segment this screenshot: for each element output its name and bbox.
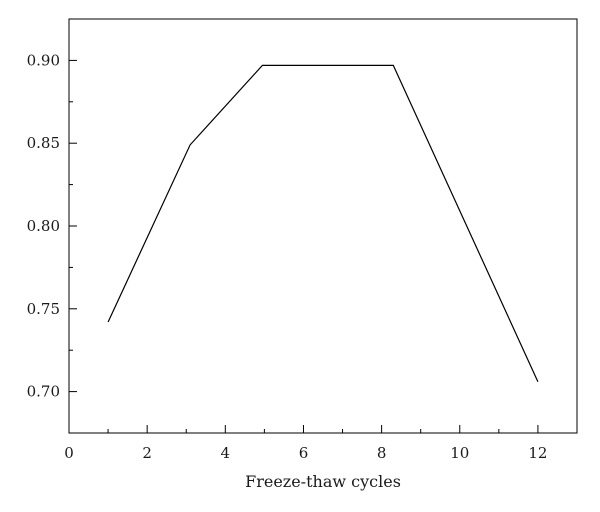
plot-frame	[68, 18, 578, 434]
series-line	[107, 64, 539, 382]
x-tick-label: 2	[142, 444, 152, 462]
series-group	[107, 64, 539, 382]
y-tick-label: 0.70	[27, 383, 60, 401]
x-tick-label: 10	[450, 444, 469, 462]
x-tick-label: 8	[377, 444, 387, 462]
y-tick-label: 0.85	[27, 134, 60, 152]
x-tick-label: 0	[64, 444, 74, 462]
x-tick-label: 6	[299, 444, 309, 462]
x-axis-ticks: 0 2 4 6 8 10 12	[64, 425, 547, 462]
y-tick-label: 0.75	[27, 300, 60, 318]
x-axis-label: Freeze-thaw cycles	[245, 472, 401, 491]
x-tick-label: 12	[528, 444, 547, 462]
x-tick-label: 4	[221, 444, 231, 462]
y-axis-ticks: 0.70 0.75 0.80 0.85 0.90	[27, 51, 77, 401]
y-tick-label: 0.90	[27, 51, 60, 69]
y-tick-label: 0.80	[27, 217, 60, 235]
